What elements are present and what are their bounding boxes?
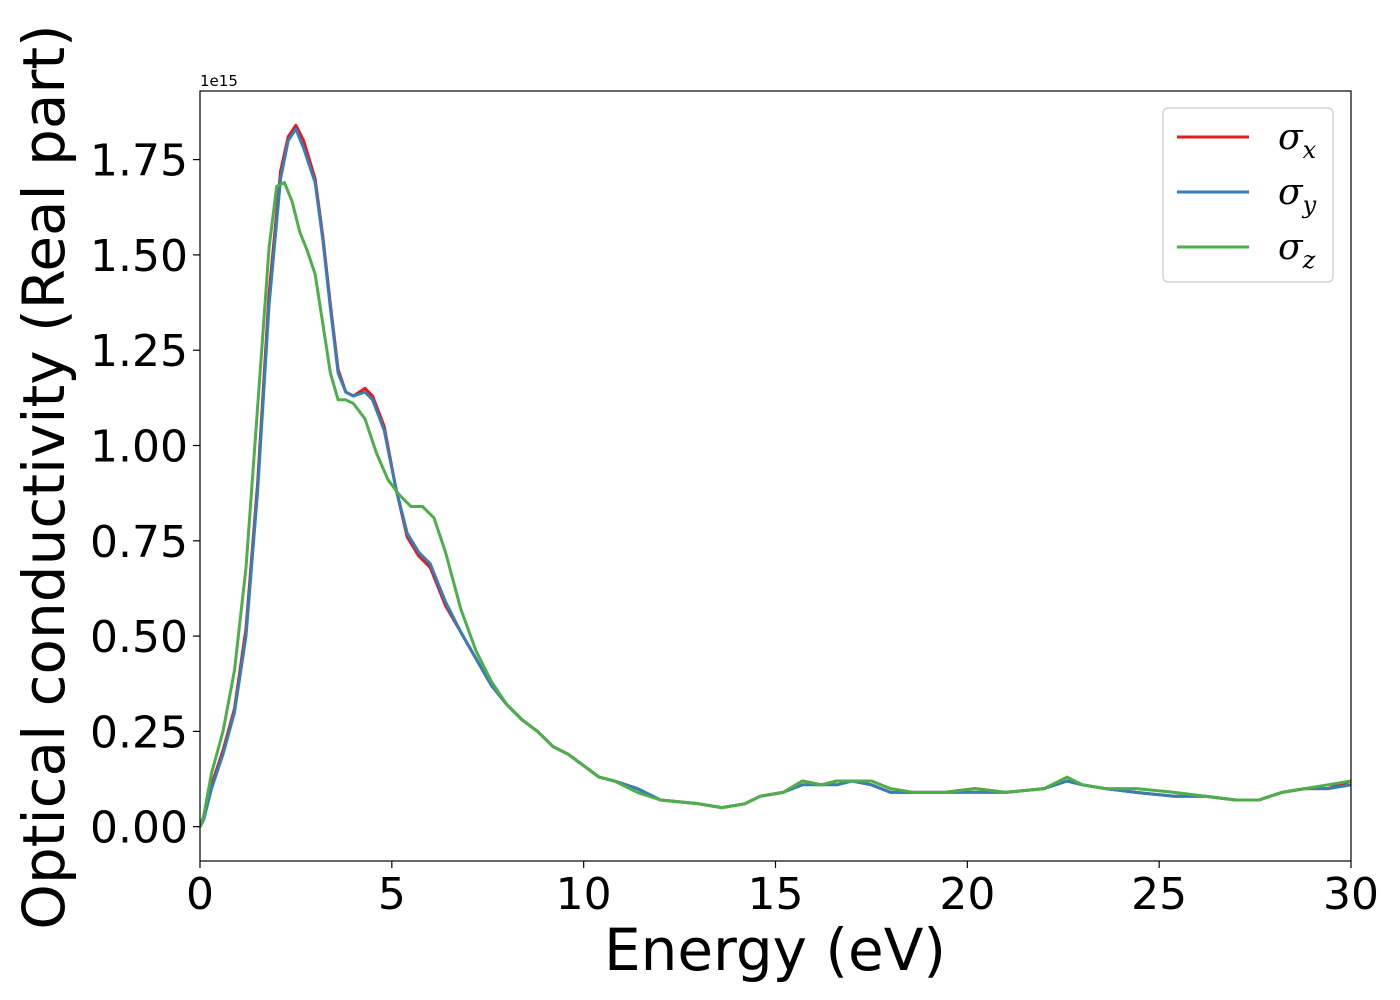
- series-lines: [200, 123, 1351, 829]
- legend-label-y: σy: [1278, 172, 1317, 219]
- y-tick-label: 0.00: [90, 803, 188, 854]
- x-tick-label: 0: [186, 869, 214, 920]
- ticks: 0 5 10 15 20 25 30 0.00 0.25 0.50 0.75 1.00 1.25 1.50…: [90, 136, 1379, 920]
- x-tick-label: 10: [556, 869, 612, 920]
- x-tick-label: 5: [378, 869, 406, 920]
- legend-label-x: σx: [1278, 117, 1317, 164]
- y-tick-label: 0.25: [90, 707, 188, 758]
- x-tick-label: 25: [1131, 869, 1187, 920]
- x-tick-label: 15: [748, 869, 804, 920]
- y-tick-label: 1.50: [90, 231, 188, 282]
- y-tick-label: 0.50: [90, 612, 188, 663]
- y-tick-label: 1.25: [90, 326, 188, 377]
- legend-box: [1162, 107, 1334, 283]
- legend: σx σy σz: [1162, 107, 1334, 283]
- x-tick-label: 30: [1323, 869, 1379, 920]
- y-tick-label: 1.75: [90, 136, 188, 187]
- x-axis-label: Energy (eV): [604, 916, 946, 984]
- y-axis-label: Optical conductivity (Real part): [10, 24, 78, 929]
- legend-label-z: σz: [1278, 227, 1316, 274]
- y-tick-label: 1.00: [90, 422, 188, 473]
- y-offset-label: 1e15: [200, 72, 238, 90]
- y-tick-label: 0.75: [90, 517, 188, 568]
- series-line-z: [200, 181, 1351, 829]
- x-tick-label: 20: [939, 869, 995, 920]
